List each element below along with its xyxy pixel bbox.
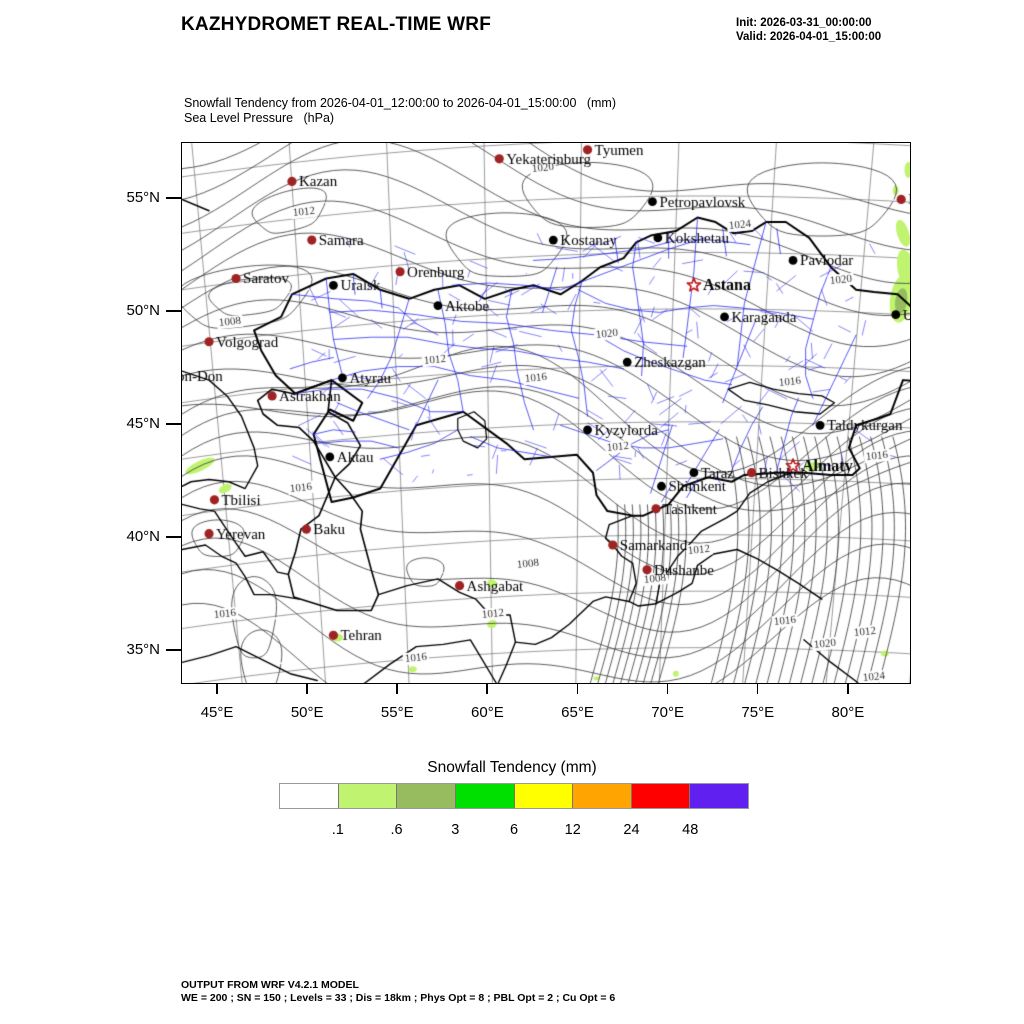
map-canvas[interactable]	[182, 143, 910, 683]
colorbar-segment	[454, 784, 514, 808]
colorbar-segment	[689, 784, 748, 808]
colorbar-tick: 6	[509, 822, 519, 838]
lon-tick-label: 50°E	[290, 704, 324, 721]
colorbar-tick: 12	[564, 822, 581, 838]
lat-tick-mark	[166, 423, 181, 425]
model-config-footer: OUTPUT FROM WRF V4.2.1 MODEL WE = 200 ; …	[181, 979, 616, 1004]
colorbar-tick: 48	[682, 822, 699, 838]
lat-tick-label: 55°N	[126, 189, 160, 207]
lon-tick-label: 70°E	[651, 704, 684, 721]
lon-tick-label: 75°E	[741, 704, 775, 721]
lon-tick-label: 45°E	[200, 704, 234, 721]
lat-tick-mark	[166, 649, 181, 651]
map-panel[interactable]	[181, 142, 911, 684]
lat-tick-label: 35°N	[126, 641, 160, 659]
colorbar-tick-labels: .1 .6 3 6 12 24 48	[279, 822, 749, 842]
colorbar-tick: 24	[623, 822, 640, 838]
colorbar-segment	[280, 784, 338, 808]
colorbar-tick: .1	[331, 822, 344, 838]
lon-tick-label: 60°E	[471, 704, 504, 721]
colorbar-title: Snowfall Tendency (mm)	[427, 759, 597, 776]
colorbar	[279, 783, 749, 809]
model-run-info: Init: 2026-03-31_00:00:00 Valid: 2026-04…	[736, 17, 882, 43]
lon-tick-label: 65°E	[561, 704, 594, 721]
lat-tick-mark	[166, 536, 181, 538]
colorbar-segment	[396, 784, 455, 808]
lon-tick-mark	[396, 684, 398, 694]
colorbar-tick: .6	[390, 822, 403, 838]
lon-tick-label: 80°E	[831, 704, 865, 721]
lat-tick-label: 50°N	[126, 302, 160, 320]
lon-tick-mark	[306, 684, 308, 694]
colorbar-segment	[572, 784, 631, 808]
lon-tick-mark	[756, 684, 759, 694]
lat-tick-mark	[166, 197, 181, 200]
lon-tick-mark	[576, 684, 579, 694]
colorbar-segment	[630, 784, 690, 808]
lon-tick-label: 55°E	[380, 704, 414, 721]
colorbar-segment	[513, 784, 573, 808]
colorbar-segment	[337, 784, 397, 808]
page-title: KAZHYDROMET REAL-TIME WRF	[181, 14, 492, 35]
lon-tick-mark	[846, 684, 849, 694]
lat-tick-label: 40°N	[126, 528, 160, 546]
lon-tick-mark	[666, 684, 669, 694]
longitude-axis: 45°E 50°E 55°E 60°E 65°E 70°E 75°E 80°E	[0, 684, 1024, 744]
colorbar-tick: 3	[451, 822, 460, 838]
field-caption: Snowfall Tendency from 2026-04-01_12:00:…	[184, 96, 616, 125]
lat-tick-label: 45°N	[126, 415, 160, 433]
lat-tick-mark	[166, 310, 181, 312]
latitude-axis: 55°N 50°N 45°N 40°N 35°N	[0, 0, 181, 1024]
lon-tick-mark	[216, 684, 218, 694]
lon-tick-mark	[486, 684, 488, 694]
